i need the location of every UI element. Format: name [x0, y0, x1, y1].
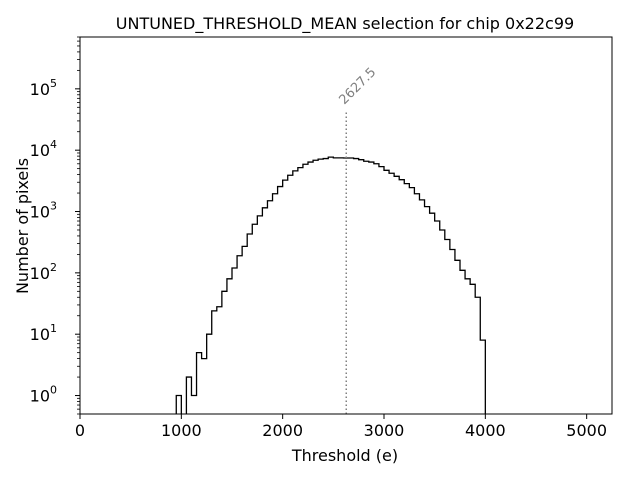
histogram-bin — [379, 167, 384, 414]
histogram-bin — [278, 187, 283, 414]
x-tick-label: 3000 — [364, 421, 405, 440]
histogram-bin — [470, 284, 475, 414]
x-tick-label: 5000 — [566, 421, 607, 440]
histogram-bin — [303, 164, 308, 414]
histogram-bin — [414, 194, 419, 414]
histogram-bin — [252, 224, 257, 414]
histogram-bin — [242, 246, 247, 414]
histogram-bin — [247, 234, 252, 414]
histogram-bin — [308, 162, 313, 414]
histogram-bin — [425, 207, 430, 414]
x-tick-label: 2000 — [262, 421, 303, 440]
histogram-bin — [293, 171, 298, 414]
histogram-bin — [267, 201, 272, 414]
histogram-bin — [409, 188, 414, 414]
y-tick-label: 10 — [30, 325, 50, 344]
histogram-bin — [273, 194, 278, 414]
histogram-bin — [455, 260, 460, 414]
y-axis-label: Number of pixels — [13, 158, 32, 294]
histogram-bin — [440, 230, 445, 414]
chart-title: UNTUNED_THRESHOLD_MEAN selection for chi… — [116, 14, 574, 34]
histogram-bin — [328, 157, 333, 414]
histogram-bin — [445, 239, 450, 414]
histogram-bin — [465, 279, 470, 414]
x-tick-label: 1000 — [161, 421, 202, 440]
histogram-bin — [399, 180, 404, 414]
histogram-bin — [369, 162, 374, 414]
y-tick-exponent: 3 — [50, 200, 57, 213]
y-tick-exponent: 1 — [50, 322, 57, 335]
histogram-bin — [176, 396, 181, 414]
y-tick-label: 10 — [30, 141, 50, 160]
histogram-bin — [394, 176, 399, 414]
y-tick-exponent: 4 — [50, 138, 57, 151]
histogram-bin — [217, 307, 222, 414]
histogram-outline — [175, 156, 486, 414]
histogram-bin — [222, 291, 227, 414]
histogram-bin — [354, 159, 359, 414]
histogram-bin — [333, 158, 338, 414]
histogram-bin — [237, 256, 242, 414]
histogram-bin — [232, 268, 237, 414]
histogram-bin — [227, 279, 232, 414]
x-axis-label: Threshold (e) — [291, 446, 398, 465]
histogram-bin — [191, 396, 196, 414]
histogram-bin — [349, 158, 354, 414]
x-tick-label: 0 — [75, 421, 85, 440]
histogram-bin — [262, 208, 267, 414]
histogram-bin — [283, 180, 288, 414]
histogram-bin — [257, 216, 262, 414]
histogram-bin — [475, 297, 480, 414]
histogram-bin — [343, 158, 348, 414]
histogram-bin — [389, 173, 394, 414]
y-tick-exponent: 0 — [50, 384, 57, 397]
histogram-bin — [212, 311, 217, 414]
histogram-bin — [298, 168, 303, 414]
histogram-bin — [404, 184, 409, 414]
histogram-bin — [384, 170, 389, 414]
y-tick-label: 10 — [30, 203, 50, 222]
y-tick-label: 10 — [30, 264, 50, 283]
histogram-bin — [207, 334, 212, 414]
y-tick-exponent: 2 — [50, 261, 57, 274]
histogram-bin — [460, 270, 465, 414]
histogram-bin — [480, 340, 485, 414]
histogram-bin — [338, 158, 343, 414]
y-tick-exponent: 5 — [50, 77, 57, 90]
histogram-bin — [186, 377, 191, 414]
y-tick-label: 10 — [30, 80, 50, 99]
histogram-bin — [450, 250, 455, 414]
histogram-bin — [435, 221, 440, 414]
histogram-bin — [313, 160, 318, 414]
histogram-bin — [359, 160, 364, 414]
y-tick-label: 10 — [30, 387, 50, 406]
histogram-bin — [318, 159, 323, 414]
histogram-bin — [323, 159, 328, 414]
histogram-bin — [374, 164, 379, 414]
histogram-bin — [197, 353, 202, 414]
histogram-bin — [364, 161, 369, 414]
histogram-bin — [202, 359, 207, 414]
histogram-bin — [288, 175, 293, 414]
x-tick-label: 4000 — [465, 421, 506, 440]
histogram-bin — [430, 213, 435, 414]
histogram-bin — [419, 200, 424, 414]
x-axis: 0 1000 2000 3000 4000 5000 — [75, 414, 607, 440]
